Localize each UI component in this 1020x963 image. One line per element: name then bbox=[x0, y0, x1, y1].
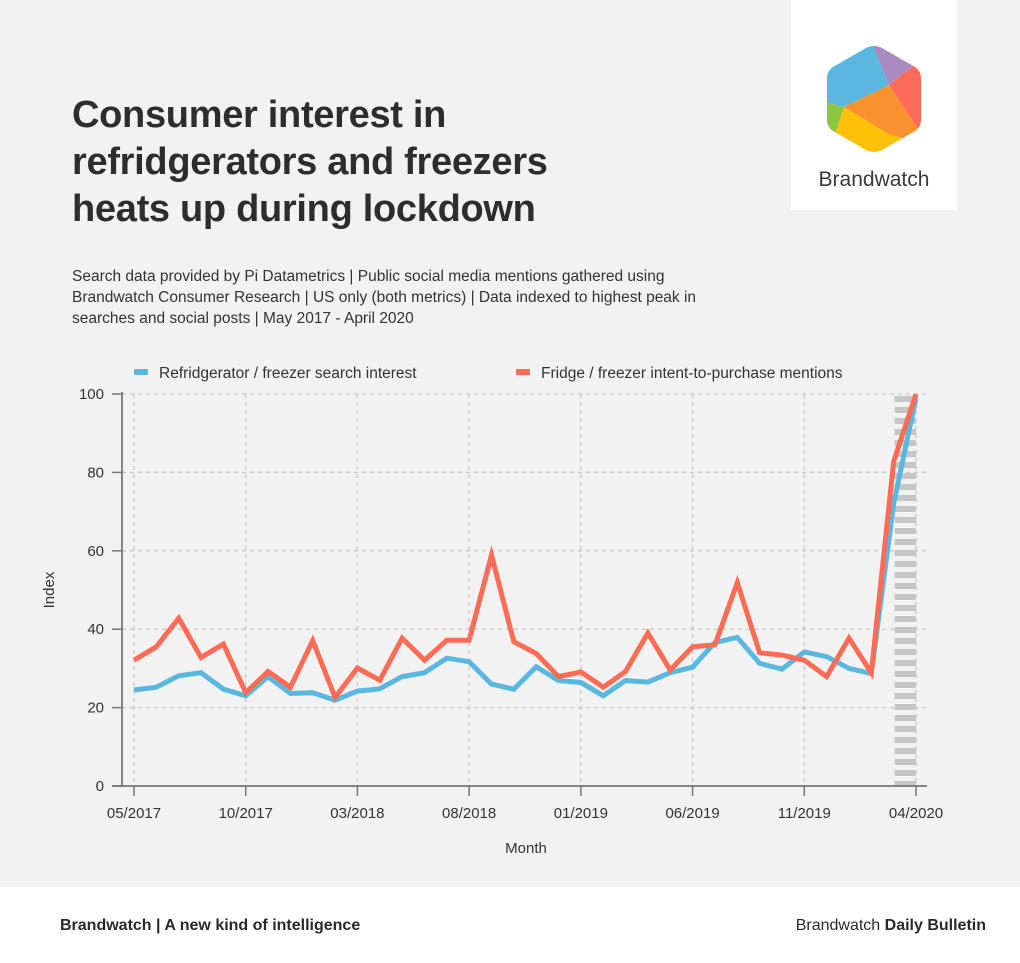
series-purchase-mentions bbox=[132, 393, 919, 703]
logo-segment-red bbox=[889, 64, 921, 152]
legend-swatch bbox=[134, 369, 148, 375]
series-line bbox=[133, 397, 919, 703]
x-tick-label: 11/2019 bbox=[778, 805, 831, 822]
footer: Brandwatch | A new kind of intelligence … bbox=[0, 887, 1020, 963]
x-tick-label: 06/2019 bbox=[665, 805, 719, 822]
brandwatch-hexagon-icon bbox=[827, 46, 921, 152]
chart-gridlines bbox=[122, 393, 927, 786]
footer-publication: Brandwatch Daily Bulletin bbox=[796, 917, 986, 935]
footer-publication-name: Daily Bulletin bbox=[884, 917, 986, 934]
x-tick-label: 10/2017 bbox=[219, 805, 273, 822]
x-tick-label: 05/2017 bbox=[107, 805, 161, 822]
y-tick-label: 60 bbox=[87, 543, 104, 560]
chart-legend: Refridgerator / freezer search interest F… bbox=[134, 365, 843, 382]
y-tick-label: 100 bbox=[79, 386, 104, 403]
y-axis-label: Index bbox=[41, 571, 58, 608]
highlight-band bbox=[894, 395, 916, 786]
series-line bbox=[132, 393, 919, 703]
chart-subtitle: Search data provided by Pi Datametrics |… bbox=[72, 268, 697, 327]
chart-title: Consumer interest in refridgerators and … bbox=[72, 94, 548, 230]
highlight-band-hatch bbox=[894, 395, 916, 786]
legend-label: Refridgerator / freezer search interest bbox=[159, 365, 417, 382]
y-tick-label: 40 bbox=[87, 621, 104, 638]
line-chart: Refridgerator / freezer search interest F… bbox=[41, 365, 943, 857]
footer-tagline: Brandwatch | A new kind of intelligence bbox=[60, 917, 361, 934]
y-tick-label: 0 bbox=[96, 778, 104, 795]
y-tick-label: 80 bbox=[87, 464, 104, 481]
logo-segment-green bbox=[827, 102, 844, 129]
x-tick-label: 08/2018 bbox=[442, 805, 496, 822]
x-tick-label: 04/2020 bbox=[889, 805, 943, 822]
y-tick-label: 20 bbox=[87, 700, 104, 717]
legend-swatch bbox=[516, 369, 530, 375]
chart-axes: 0 20 40 60 80 100 05/2017 10/2017 03/2018 08/2018… bbox=[79, 386, 943, 822]
logo-segment-orange bbox=[844, 85, 918, 139]
logo-wordmark: Brandwatch bbox=[818, 168, 930, 191]
legend-label: Fridge / freezer intent-to-purchase ment… bbox=[541, 365, 843, 382]
x-tick-label: 03/2018 bbox=[330, 805, 384, 822]
brandwatch-logo-card: Brandwatch bbox=[791, 0, 957, 210]
chart-series bbox=[132, 393, 919, 703]
x-axis-label: Month bbox=[505, 840, 547, 857]
footer-publication-brand: Brandwatch bbox=[795, 917, 881, 934]
x-tick-label: 01/2019 bbox=[554, 805, 608, 822]
series-search-interest bbox=[133, 397, 919, 703]
